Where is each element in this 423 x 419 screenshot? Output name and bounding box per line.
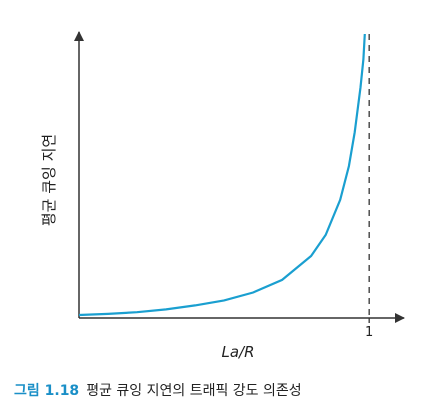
caption-text: 평균 큐잉 지연의 트래픽 강도 의존성 <box>86 383 302 399</box>
x-axis-label: La/R <box>221 343 254 361</box>
caption-number: 그림 1.18 <box>14 383 80 399</box>
y-axis-label: 평균 큐잉 지연 <box>40 134 58 226</box>
x-tick-label: 1 <box>365 325 373 340</box>
series-line <box>78 33 366 317</box>
figure-caption: 그림 1.18 평균 큐잉 지연의 트래픽 강도 의존성 <box>14 380 302 400</box>
